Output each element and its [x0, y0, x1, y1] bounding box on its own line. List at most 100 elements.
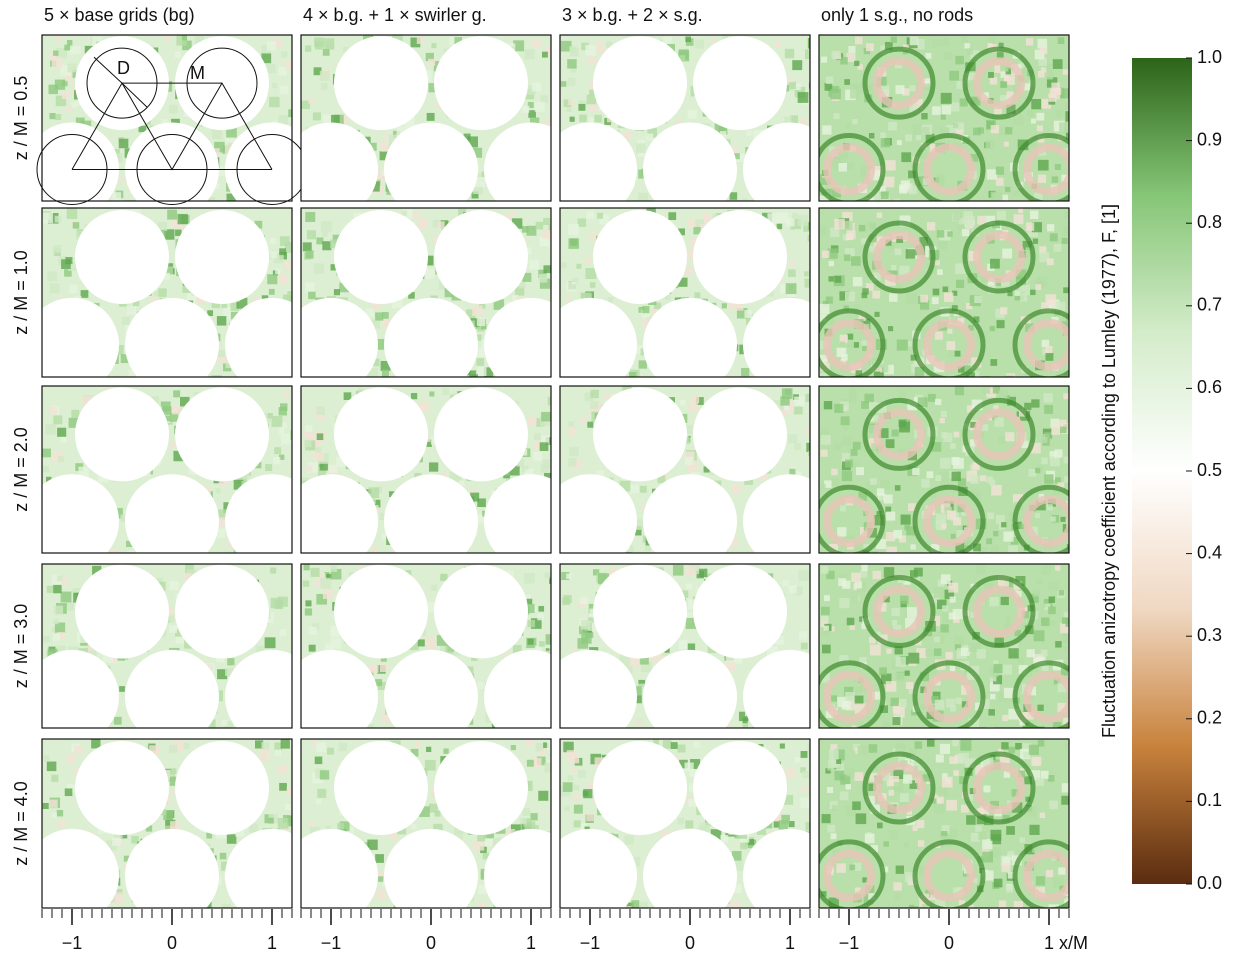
texture	[941, 38, 949, 46]
hole	[543, 474, 637, 568]
texture	[994, 417, 1003, 426]
texture	[376, 889, 386, 899]
texture	[304, 440, 311, 447]
texture	[269, 289, 275, 295]
texture	[1045, 294, 1056, 305]
texture	[953, 517, 961, 525]
texture	[413, 211, 420, 218]
texture	[945, 652, 952, 659]
texture	[316, 237, 323, 244]
texture	[969, 643, 978, 652]
texture	[61, 259, 71, 269]
texture	[1014, 191, 1019, 196]
texture	[311, 568, 320, 577]
texture	[47, 762, 57, 772]
texture	[427, 113, 435, 121]
texture	[577, 638, 588, 649]
texture	[1051, 426, 1060, 435]
texture	[894, 199, 901, 206]
texture	[1048, 607, 1056, 615]
hole	[334, 741, 428, 835]
texture	[53, 585, 61, 593]
texture	[980, 475, 986, 481]
texture	[66, 106, 72, 112]
texture	[127, 305, 136, 314]
hole	[75, 210, 169, 304]
texture	[378, 876, 384, 882]
texture	[861, 565, 867, 571]
texture	[925, 649, 932, 656]
texture	[1020, 294, 1027, 301]
texture	[839, 598, 849, 608]
texture	[639, 360, 647, 368]
texture	[561, 263, 567, 269]
texture	[989, 479, 995, 485]
texture	[1062, 238, 1068, 244]
hole	[334, 210, 428, 304]
texture	[533, 452, 542, 461]
texture	[853, 462, 858, 467]
texture	[1019, 285, 1030, 296]
panel	[543, 35, 837, 216]
texture	[941, 411, 947, 417]
texture	[587, 211, 594, 218]
texture	[579, 115, 586, 122]
texture	[826, 76, 833, 83]
texture	[853, 342, 859, 348]
texture	[860, 570, 867, 577]
texture	[916, 135, 921, 140]
texture	[477, 349, 485, 357]
texture	[1068, 626, 1078, 636]
texture	[45, 424, 56, 435]
texture	[699, 569, 707, 577]
texture	[426, 747, 431, 752]
texture	[941, 115, 946, 120]
texture	[888, 122, 897, 131]
texture	[821, 57, 827, 63]
texture	[874, 312, 879, 317]
texture	[329, 465, 337, 473]
panel	[543, 739, 837, 923]
texture	[688, 110, 697, 119]
texture	[910, 570, 918, 578]
texture	[821, 435, 831, 445]
texture	[286, 60, 296, 70]
texture	[935, 700, 945, 710]
texture	[987, 169, 997, 179]
texture	[892, 608, 900, 616]
texture	[838, 578, 846, 586]
texture	[1055, 641, 1061, 647]
texture	[538, 791, 548, 801]
texture	[1026, 38, 1033, 45]
texture	[127, 550, 137, 560]
texture	[646, 134, 653, 141]
texture	[478, 682, 485, 689]
figure: 5 × base grids (bg)4 × b.g. + 1 × swirle…	[0, 0, 1248, 964]
hole	[125, 829, 219, 923]
texture	[892, 620, 897, 625]
column-title: 5 × base grids (bg)	[44, 5, 195, 25]
texture	[942, 105, 951, 114]
texture	[545, 572, 551, 578]
hole	[643, 650, 737, 744]
texture	[81, 290, 89, 298]
texture	[996, 167, 1004, 175]
texture	[1055, 164, 1061, 170]
texture	[74, 746, 82, 754]
texture	[212, 129, 222, 139]
texture	[53, 619, 58, 624]
texture	[321, 83, 328, 90]
hole	[434, 741, 528, 835]
texture	[988, 72, 994, 78]
texture	[892, 430, 899, 437]
texture	[167, 210, 177, 220]
texture	[1051, 620, 1057, 626]
hole	[384, 829, 478, 923]
texture	[67, 208, 78, 219]
texture	[597, 213, 603, 219]
texture	[819, 304, 829, 314]
texture	[850, 89, 860, 99]
texture	[334, 289, 340, 295]
texture	[1031, 99, 1041, 109]
texture	[997, 211, 1006, 220]
